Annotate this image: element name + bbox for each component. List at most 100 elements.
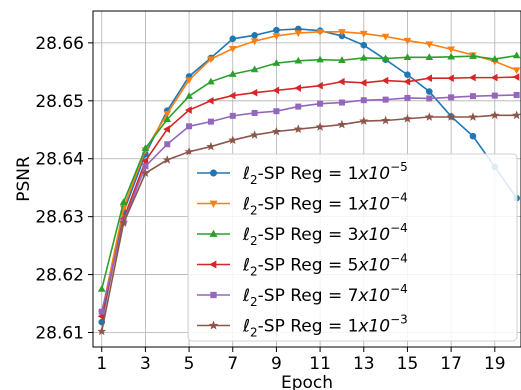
data-point: [381, 54, 390, 62]
triangle-up-marker: [469, 52, 477, 59]
data-point: [250, 65, 259, 73]
triangle-left-marker: [447, 74, 454, 83]
data-point: [140, 168, 150, 178]
triangle-up-marker: [381, 54, 390, 62]
triangle-left-marker: [425, 74, 432, 83]
triangle-left-marker: [206, 96, 214, 105]
data-point: [163, 110, 172, 118]
legend-label-part: 2: [250, 204, 258, 218]
data-point: [404, 71, 411, 79]
triangle-up-marker: [359, 53, 368, 61]
legend-label-part: −4: [390, 282, 408, 296]
data-point: [162, 155, 172, 164]
data-point: [404, 94, 411, 101]
triangle-left-marker: [468, 73, 476, 82]
x-tick-label: 3: [140, 354, 151, 374]
legend-label: ℓ2-SP Reg = 1x10−4: [242, 191, 408, 218]
series-4: [97, 73, 520, 321]
data-point: [206, 141, 216, 151]
data-point: [338, 99, 345, 106]
data-point: [512, 51, 521, 59]
triangle-down-marker: [425, 41, 434, 49]
square-marker: [513, 92, 520, 99]
legend-label-part: −3: [390, 313, 408, 327]
data-point: [273, 108, 280, 115]
legend-label-part: −4: [390, 191, 408, 205]
star-marker: [293, 124, 303, 134]
x-tick-label: 13: [353, 354, 375, 374]
data-point: [338, 56, 346, 63]
star-marker: [140, 168, 150, 178]
circle-marker: [425, 88, 433, 95]
square-marker: [448, 94, 455, 101]
triangle-up-marker: [209, 229, 218, 237]
x-tick-label: 11: [309, 354, 331, 374]
legend-label-part: -SP Reg = 5: [258, 256, 359, 276]
data-point: [469, 52, 477, 59]
data-point: [446, 112, 456, 121]
data-point: [164, 141, 171, 148]
plot-frame: [92, 10, 521, 348]
triangle-left-marker: [490, 73, 498, 82]
star-marker: [424, 112, 434, 121]
series-6: [97, 110, 521, 336]
data-point: [228, 91, 236, 100]
triangle-up-marker: [316, 55, 324, 63]
data-point: [229, 112, 236, 119]
triangle-left-marker: [209, 260, 217, 269]
legend-label-part: ℓ: [242, 164, 250, 184]
star-marker: [184, 147, 194, 156]
triangle-up-marker: [447, 52, 455, 60]
y-tick-label: 28.63: [35, 208, 84, 228]
data-point: [250, 38, 259, 46]
axis-ticks: 1 3 5 7 9 11 13 15 17 1928.6128.6228.6328.6428.65…: [35, 34, 505, 374]
legend-label-part: ℓ: [242, 256, 250, 276]
square-marker: [491, 92, 498, 99]
data-point: [403, 53, 412, 61]
x-tick-label: 9: [271, 354, 282, 374]
data-point: [141, 157, 149, 165]
data-point: [228, 45, 237, 53]
data-point: [293, 124, 303, 134]
data-point: [206, 96, 214, 105]
triangle-left-marker: [381, 76, 389, 85]
data-point: [447, 74, 454, 83]
data-point: [359, 30, 368, 38]
legend-label: ℓ2-SP Reg = 1x10−5: [242, 160, 408, 187]
data-point: [185, 92, 193, 99]
star-marker: [162, 155, 172, 164]
triangle-up-marker: [250, 65, 259, 73]
data-point: [163, 125, 170, 133]
data-point: [294, 56, 303, 64]
legend-label-part: 2: [250, 326, 258, 340]
square-marker: [186, 123, 193, 130]
circle-marker: [404, 71, 411, 79]
legend-label-part: 2: [250, 295, 258, 309]
triangle-left-marker: [512, 73, 520, 81]
data-point: [381, 76, 389, 85]
data-point: [425, 41, 434, 49]
star-marker: [119, 218, 129, 227]
data-point: [294, 30, 303, 38]
legend-label: ℓ2-SP Reg = 1x10−3: [242, 313, 408, 340]
data-point: [97, 326, 107, 336]
triangle-up-marker: [272, 59, 281, 66]
data-point: [184, 147, 194, 156]
square-marker: [210, 291, 217, 299]
triangle-left-marker: [141, 157, 149, 165]
legend-label-part: ℓ: [242, 317, 250, 337]
legend-label-part: ℓ: [242, 195, 250, 215]
triangle-up-marker: [119, 198, 128, 205]
legend-label-part: x10: [357, 195, 390, 215]
triangle-left-marker: [316, 81, 323, 90]
circle-marker: [273, 26, 280, 34]
data-point: [491, 92, 498, 99]
triangle-up-marker: [425, 53, 434, 61]
star-marker: [315, 122, 325, 131]
data-point: [316, 81, 323, 90]
data-point: [469, 93, 476, 100]
star-marker: [381, 115, 391, 125]
series-line: [100, 31, 517, 314]
legend-entry: ℓ2-SP Reg = 3x10−4: [197, 221, 408, 248]
